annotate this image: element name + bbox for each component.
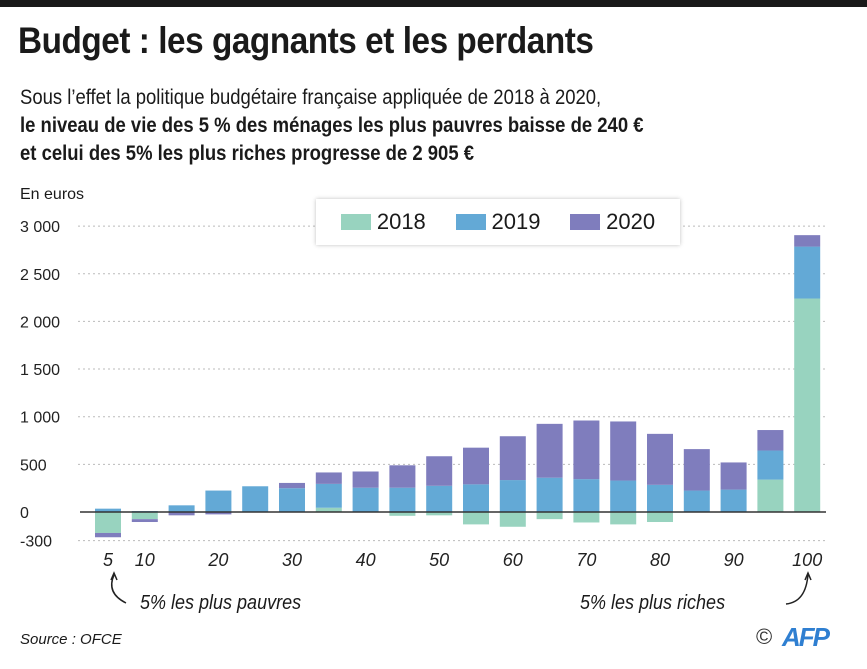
legend-label: 2020 [606,209,656,234]
x-tick-label: 50 [429,550,449,570]
bar-2018-45 [389,512,416,516]
bar-2018-35 [315,507,342,512]
chart-title: Budget : les gagnants et les perdants [18,20,594,61]
y-tick-label: 500 [20,457,47,474]
annotation-richest: 5% les plus riches [580,592,726,614]
bar-2018-70 [573,512,600,523]
bar-2020-20 [205,512,232,515]
bar-2019-30 [279,488,305,512]
bar-2020-45 [389,465,416,488]
source-note: Source : OFCE [20,631,122,648]
bar-2019-5 [95,508,121,512]
bar-2019-60 [499,480,526,512]
bar-2019-25 [242,486,269,512]
bar-2019-65 [536,477,563,512]
copyright-symbol: © [756,624,773,649]
bar-2019-50 [426,485,453,512]
x-tick-label: 5 [103,550,114,570]
bar-2018-95 [757,479,784,512]
legend-swatch [340,214,371,230]
bar-2019-75 [610,480,637,512]
bar-2020-65 [536,423,563,478]
arrow-poorest [111,574,127,604]
arrow-head-richest [804,571,812,581]
bar-2018-65 [536,512,563,520]
subtitle-line-2: le niveau de vie des 5 % des ménages les… [20,114,644,137]
y-axis-label: En euros [20,186,85,203]
bar-2020-90 [720,462,747,490]
bar-2020-50 [426,456,453,486]
bar-2020-35 [315,472,342,484]
legend: 2018 2019 2020 [316,199,680,245]
bar-2018-75 [610,512,637,525]
bar-2020-100 [794,235,821,247]
bar-2020-85 [683,449,710,491]
y-tick-label: 2 000 [20,314,60,331]
bar-2020-60 [499,436,526,481]
bar-2019-45 [389,487,416,512]
bar-2019-80 [647,484,673,512]
x-tick-label: 70 [576,550,596,570]
x-tick-label: 20 [207,550,228,570]
bar-2019-15 [168,505,195,512]
bar-2019-90 [720,489,747,512]
bar-2018-50 [426,512,453,516]
bar-2018-55 [463,512,489,525]
x-tick-label: 60 [503,550,523,570]
bar-2019-95 [757,450,784,480]
legend-item-2019: 2019 [455,209,541,235]
x-tick-label: 10 [135,550,155,570]
x-tick-label: 90 [724,550,744,570]
legend-label: 2019 [491,209,541,234]
bar-2018-60 [499,512,526,527]
y-tick-label: 1 000 [20,410,60,427]
subtitle-line-3: et celui des 5% les plus riches progress… [20,142,475,165]
bar-2020-80 [647,433,673,485]
bar-2020-15 [168,512,195,516]
bar-2018-10 [131,512,158,520]
y-tick-label: 3 000 [20,219,60,236]
annotation-poorest: 5% les plus pauvres [140,592,302,614]
bar-2020-70 [573,420,600,480]
y-tick-label: -300 [20,534,52,551]
y-tick-label: 2 500 [20,267,60,284]
bar-2019-70 [573,479,600,512]
bar-2020-95 [757,430,784,451]
legend-swatch [455,214,486,230]
bar-2020-40 [352,471,379,488]
bar-2019-85 [683,490,710,512]
bar-2019-20 [205,490,232,512]
legend-item-2020: 2020 [570,209,655,235]
bar-2018-100 [794,298,821,512]
bar-2020-5 [95,532,121,538]
bar-2020-55 [463,447,489,485]
bar-2018-5 [95,512,121,533]
bar-2019-40 [352,487,379,512]
legend-swatch [570,214,601,230]
bar-2019-35 [315,483,342,508]
x-tick-label: 80 [650,550,670,570]
bar-2020-75 [610,421,637,481]
x-tick-label: 30 [282,550,302,570]
y-tick-label: 1 500 [20,362,60,379]
y-tick-label: 0 [20,505,29,522]
bar-2019-55 [463,484,489,512]
bar-2018-80 [647,512,673,523]
legend-label: 2018 [376,209,426,234]
bar-2020-10 [131,519,158,523]
arrow-head-poorest [110,571,118,581]
x-tick-label: 40 [356,550,376,570]
top-bar [0,0,867,7]
legend-item-2018: 2018 [340,209,426,235]
subtitle-line-1: Sous l’effet la politique budgétaire fra… [20,86,602,109]
afp-logo: AFP [782,622,830,652]
x-tick-label: 100 [792,550,822,570]
bar-2020-30 [279,482,305,489]
arrow-richest [785,573,809,605]
bar-2019-100 [794,246,821,299]
